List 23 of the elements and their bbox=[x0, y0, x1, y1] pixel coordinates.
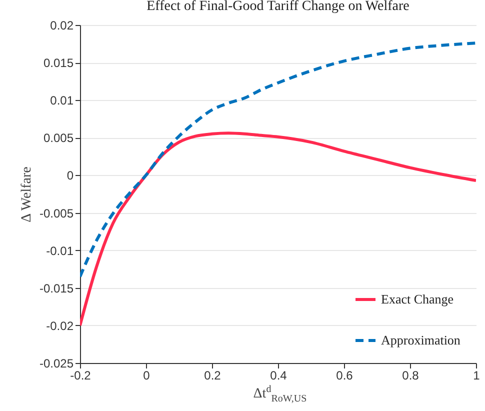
legend-label: Exact Change bbox=[381, 292, 454, 306]
y-tick-label: -0.02 bbox=[46, 318, 74, 333]
x-tick-label: 0 bbox=[143, 368, 150, 382]
y-tick-label: 0.02 bbox=[50, 18, 74, 32]
y-tick-label: -0.005 bbox=[39, 206, 74, 220]
y-axis-title: Δ Welfare bbox=[19, 166, 34, 222]
y-tick-label: 0.005 bbox=[43, 131, 74, 146]
line-series bbox=[80, 42, 476, 278]
y-tick-label: 0.01 bbox=[50, 94, 74, 108]
line-series bbox=[80, 132, 476, 327]
y-tick-label: -0.025 bbox=[39, 356, 74, 370]
x-tick-label: 1 bbox=[473, 368, 480, 382]
chart-title: Effect of Final-Good Tariff Change on Welfare bbox=[146, 0, 410, 14]
x-tick-label: 0.8 bbox=[402, 368, 420, 382]
x-tick-label: 0.4 bbox=[270, 368, 288, 382]
y-tick-label: -0.015 bbox=[39, 281, 74, 296]
legend-label: Approximation bbox=[381, 332, 461, 348]
x-tick-label: 0.6 bbox=[336, 368, 354, 382]
y-tick-label: 0.015 bbox=[43, 56, 74, 70]
y-tick-label: -0.01 bbox=[46, 244, 74, 258]
x-tick-label: -0.2 bbox=[70, 368, 92, 382]
y-tick-label: 0 bbox=[66, 168, 74, 183]
x-tick-label: 0.2 bbox=[204, 368, 222, 382]
